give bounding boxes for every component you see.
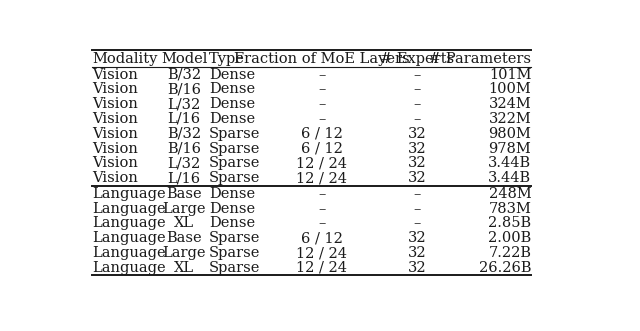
Text: 12 / 24: 12 / 24	[296, 171, 348, 185]
Text: –: –	[318, 112, 326, 126]
Text: –: –	[413, 68, 421, 82]
Text: 12 / 24: 12 / 24	[296, 246, 348, 260]
Text: –: –	[413, 82, 421, 96]
Text: L/32: L/32	[168, 156, 201, 170]
Text: Fraction of MoE Layers: Fraction of MoE Layers	[234, 52, 410, 66]
Text: Large: Large	[163, 246, 206, 260]
Text: Base: Base	[166, 187, 202, 201]
Text: 978M: 978M	[488, 142, 531, 156]
Text: Dense: Dense	[209, 202, 255, 216]
Text: # Experts: # Experts	[380, 52, 454, 66]
Text: 980M: 980M	[488, 127, 531, 141]
Text: 12 / 24: 12 / 24	[296, 261, 348, 275]
Text: 783M: 783M	[488, 202, 531, 216]
Text: Model: Model	[161, 52, 207, 66]
Text: 32: 32	[408, 156, 427, 170]
Text: Dense: Dense	[209, 216, 255, 230]
Text: –: –	[413, 202, 421, 216]
Text: Vision: Vision	[92, 112, 138, 126]
Text: L/16: L/16	[168, 112, 201, 126]
Text: 6 / 12: 6 / 12	[301, 142, 343, 156]
Text: 32: 32	[408, 171, 427, 185]
Text: 248M: 248M	[488, 187, 531, 201]
Text: Language: Language	[92, 216, 166, 230]
Text: Sparse: Sparse	[209, 261, 260, 275]
Text: 32: 32	[408, 127, 427, 141]
Text: Base: Base	[166, 231, 202, 245]
Text: 12 / 24: 12 / 24	[296, 156, 348, 170]
Text: –: –	[318, 202, 326, 216]
Text: Large: Large	[163, 202, 206, 216]
Text: Sparse: Sparse	[209, 171, 260, 185]
Text: –: –	[318, 187, 326, 201]
Text: –: –	[318, 97, 326, 111]
Text: Sparse: Sparse	[209, 231, 260, 245]
Text: 26.26B: 26.26B	[479, 261, 531, 275]
Text: Sparse: Sparse	[209, 156, 260, 170]
Text: Vision: Vision	[92, 97, 138, 111]
Text: XL: XL	[174, 216, 194, 230]
Text: Dense: Dense	[209, 112, 255, 126]
Text: Dense: Dense	[209, 68, 255, 82]
Text: Sparse: Sparse	[209, 127, 260, 141]
Text: 32: 32	[408, 142, 427, 156]
Text: 324M: 324M	[488, 97, 531, 111]
Text: Language: Language	[92, 246, 166, 260]
Text: –: –	[413, 112, 421, 126]
Text: L/16: L/16	[168, 171, 201, 185]
Text: Vision: Vision	[92, 142, 138, 156]
Text: Dense: Dense	[209, 187, 255, 201]
Text: B/16: B/16	[167, 82, 201, 96]
Text: Modality: Modality	[92, 52, 158, 66]
Text: Vision: Vision	[92, 82, 138, 96]
Text: Dense: Dense	[209, 82, 255, 96]
Text: 3.44B: 3.44B	[488, 171, 531, 185]
Text: –: –	[318, 216, 326, 230]
Text: –: –	[318, 82, 326, 96]
Text: Dense: Dense	[209, 97, 255, 111]
Text: Sparse: Sparse	[209, 246, 260, 260]
Text: # Parameters: # Parameters	[429, 52, 531, 66]
Text: B/32: B/32	[167, 68, 201, 82]
Text: Vision: Vision	[92, 156, 138, 170]
Text: –: –	[413, 97, 421, 111]
Text: 2.85B: 2.85B	[488, 216, 531, 230]
Text: Language: Language	[92, 202, 166, 216]
Text: 7.22B: 7.22B	[488, 246, 531, 260]
Text: Language: Language	[92, 187, 166, 201]
Text: 32: 32	[408, 246, 427, 260]
Text: Language: Language	[92, 231, 166, 245]
Text: XL: XL	[174, 261, 194, 275]
Text: Vision: Vision	[92, 171, 138, 185]
Text: Type: Type	[209, 52, 245, 66]
Text: 32: 32	[408, 261, 427, 275]
Text: B/32: B/32	[167, 127, 201, 141]
Text: Vision: Vision	[92, 127, 138, 141]
Text: –: –	[413, 216, 421, 230]
Text: 101M: 101M	[489, 68, 531, 82]
Text: 2.00B: 2.00B	[488, 231, 531, 245]
Text: 32: 32	[408, 231, 427, 245]
Text: Vision: Vision	[92, 68, 138, 82]
Text: 100M: 100M	[488, 82, 531, 96]
Text: 6 / 12: 6 / 12	[301, 231, 343, 245]
Text: 3.44B: 3.44B	[488, 156, 531, 170]
Text: –: –	[318, 68, 326, 82]
Text: Language: Language	[92, 261, 166, 275]
Text: 322M: 322M	[488, 112, 531, 126]
Text: 6 / 12: 6 / 12	[301, 127, 343, 141]
Text: L/32: L/32	[168, 97, 201, 111]
Text: B/16: B/16	[167, 142, 201, 156]
Text: Sparse: Sparse	[209, 142, 260, 156]
Text: –: –	[413, 187, 421, 201]
